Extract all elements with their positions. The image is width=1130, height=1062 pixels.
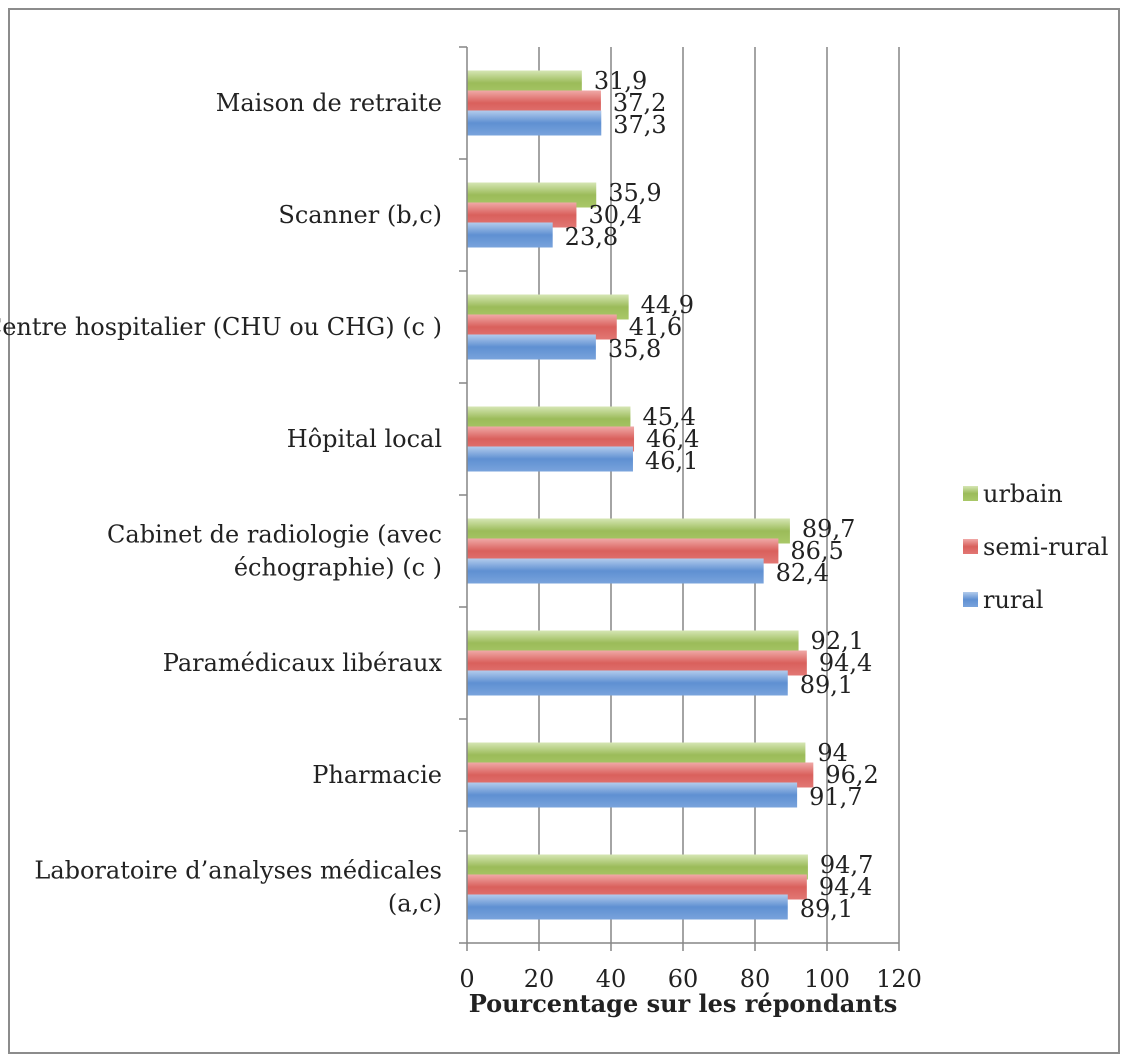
bar-rural (467, 222, 553, 248)
value-label: 86,5 (790, 537, 843, 565)
category-label: Pharmacie (312, 761, 442, 789)
category-label: (a,c) (388, 890, 442, 918)
bar-rural (467, 558, 764, 584)
value-label: 46,4 (646, 425, 699, 453)
category-label: Centre hospitalier (CHU ou CHG) (c ) (0, 313, 442, 341)
legend-label: semi-rural (983, 533, 1108, 561)
value-label: 37,3 (613, 111, 666, 139)
value-label: 41,6 (629, 313, 682, 341)
value-label: 89,1 (800, 895, 853, 923)
bars (467, 70, 814, 920)
bar-rural (467, 670, 788, 696)
legend: urbain semi-rural rural (963, 480, 1108, 614)
x-tick-label: 20 (524, 965, 555, 993)
x-tick-label: 40 (596, 965, 627, 993)
value-label: 82,4 (776, 559, 829, 587)
category-label: échographie) (c ) (234, 554, 442, 582)
value-label: 23,8 (565, 223, 618, 251)
value-label: 94,4 (819, 649, 872, 677)
x-axis-title: Pourcentage sur les répondants (469, 989, 898, 1018)
value-label: 94,4 (819, 873, 872, 901)
bar-rural (467, 110, 602, 136)
bar-rural (467, 446, 633, 472)
value-label: 30,4 (588, 201, 641, 229)
legend-label: urbain (983, 480, 1063, 508)
category-label: Scanner (b,c) (278, 201, 442, 229)
value-label: 44,9 (641, 291, 694, 319)
value-label: 94,7 (820, 851, 873, 879)
bar-rural (467, 334, 596, 360)
x-tick-label: 120 (876, 965, 922, 993)
value-label: 35,8 (608, 335, 661, 363)
legend-swatch-urbain (963, 486, 978, 501)
x-tick-label: 100 (804, 965, 850, 993)
value-label: 89,7 (802, 515, 855, 543)
category-label: Laboratoire d’analyses médicales (34, 857, 442, 885)
category-label: Maison de retraite (216, 89, 442, 117)
x-tick-label: 60 (668, 965, 699, 993)
labels: 0 20 40 60 80 100 120 31,937,237,3 Maison de ret… (0, 67, 922, 993)
bar-rural (467, 894, 788, 920)
value-label: 91,7 (809, 783, 862, 811)
legend-label: rural (983, 586, 1043, 614)
axes (459, 46, 900, 951)
category-label: Hôpital local (287, 425, 442, 453)
value-label: 46,1 (645, 447, 698, 475)
category-label: Paramédicaux libéraux (163, 649, 443, 677)
category-label: Cabinet de radiologie (avec (107, 521, 442, 549)
value-label: 92,1 (811, 627, 864, 655)
x-tick-label: 80 (740, 965, 771, 993)
value-label: 35,9 (608, 179, 661, 207)
x-tick-label: 0 (459, 965, 474, 993)
value-label: 31,9 (594, 67, 647, 95)
legend-swatch-rural (963, 592, 978, 607)
value-label: 89,1 (800, 671, 853, 699)
bar-rural (467, 782, 798, 808)
value-label: 94 (817, 739, 848, 767)
value-label: 37,2 (613, 89, 666, 117)
value-label: 45,4 (642, 403, 695, 431)
legend-swatch-semi-rural (963, 539, 978, 554)
value-label: 96,2 (825, 761, 878, 789)
